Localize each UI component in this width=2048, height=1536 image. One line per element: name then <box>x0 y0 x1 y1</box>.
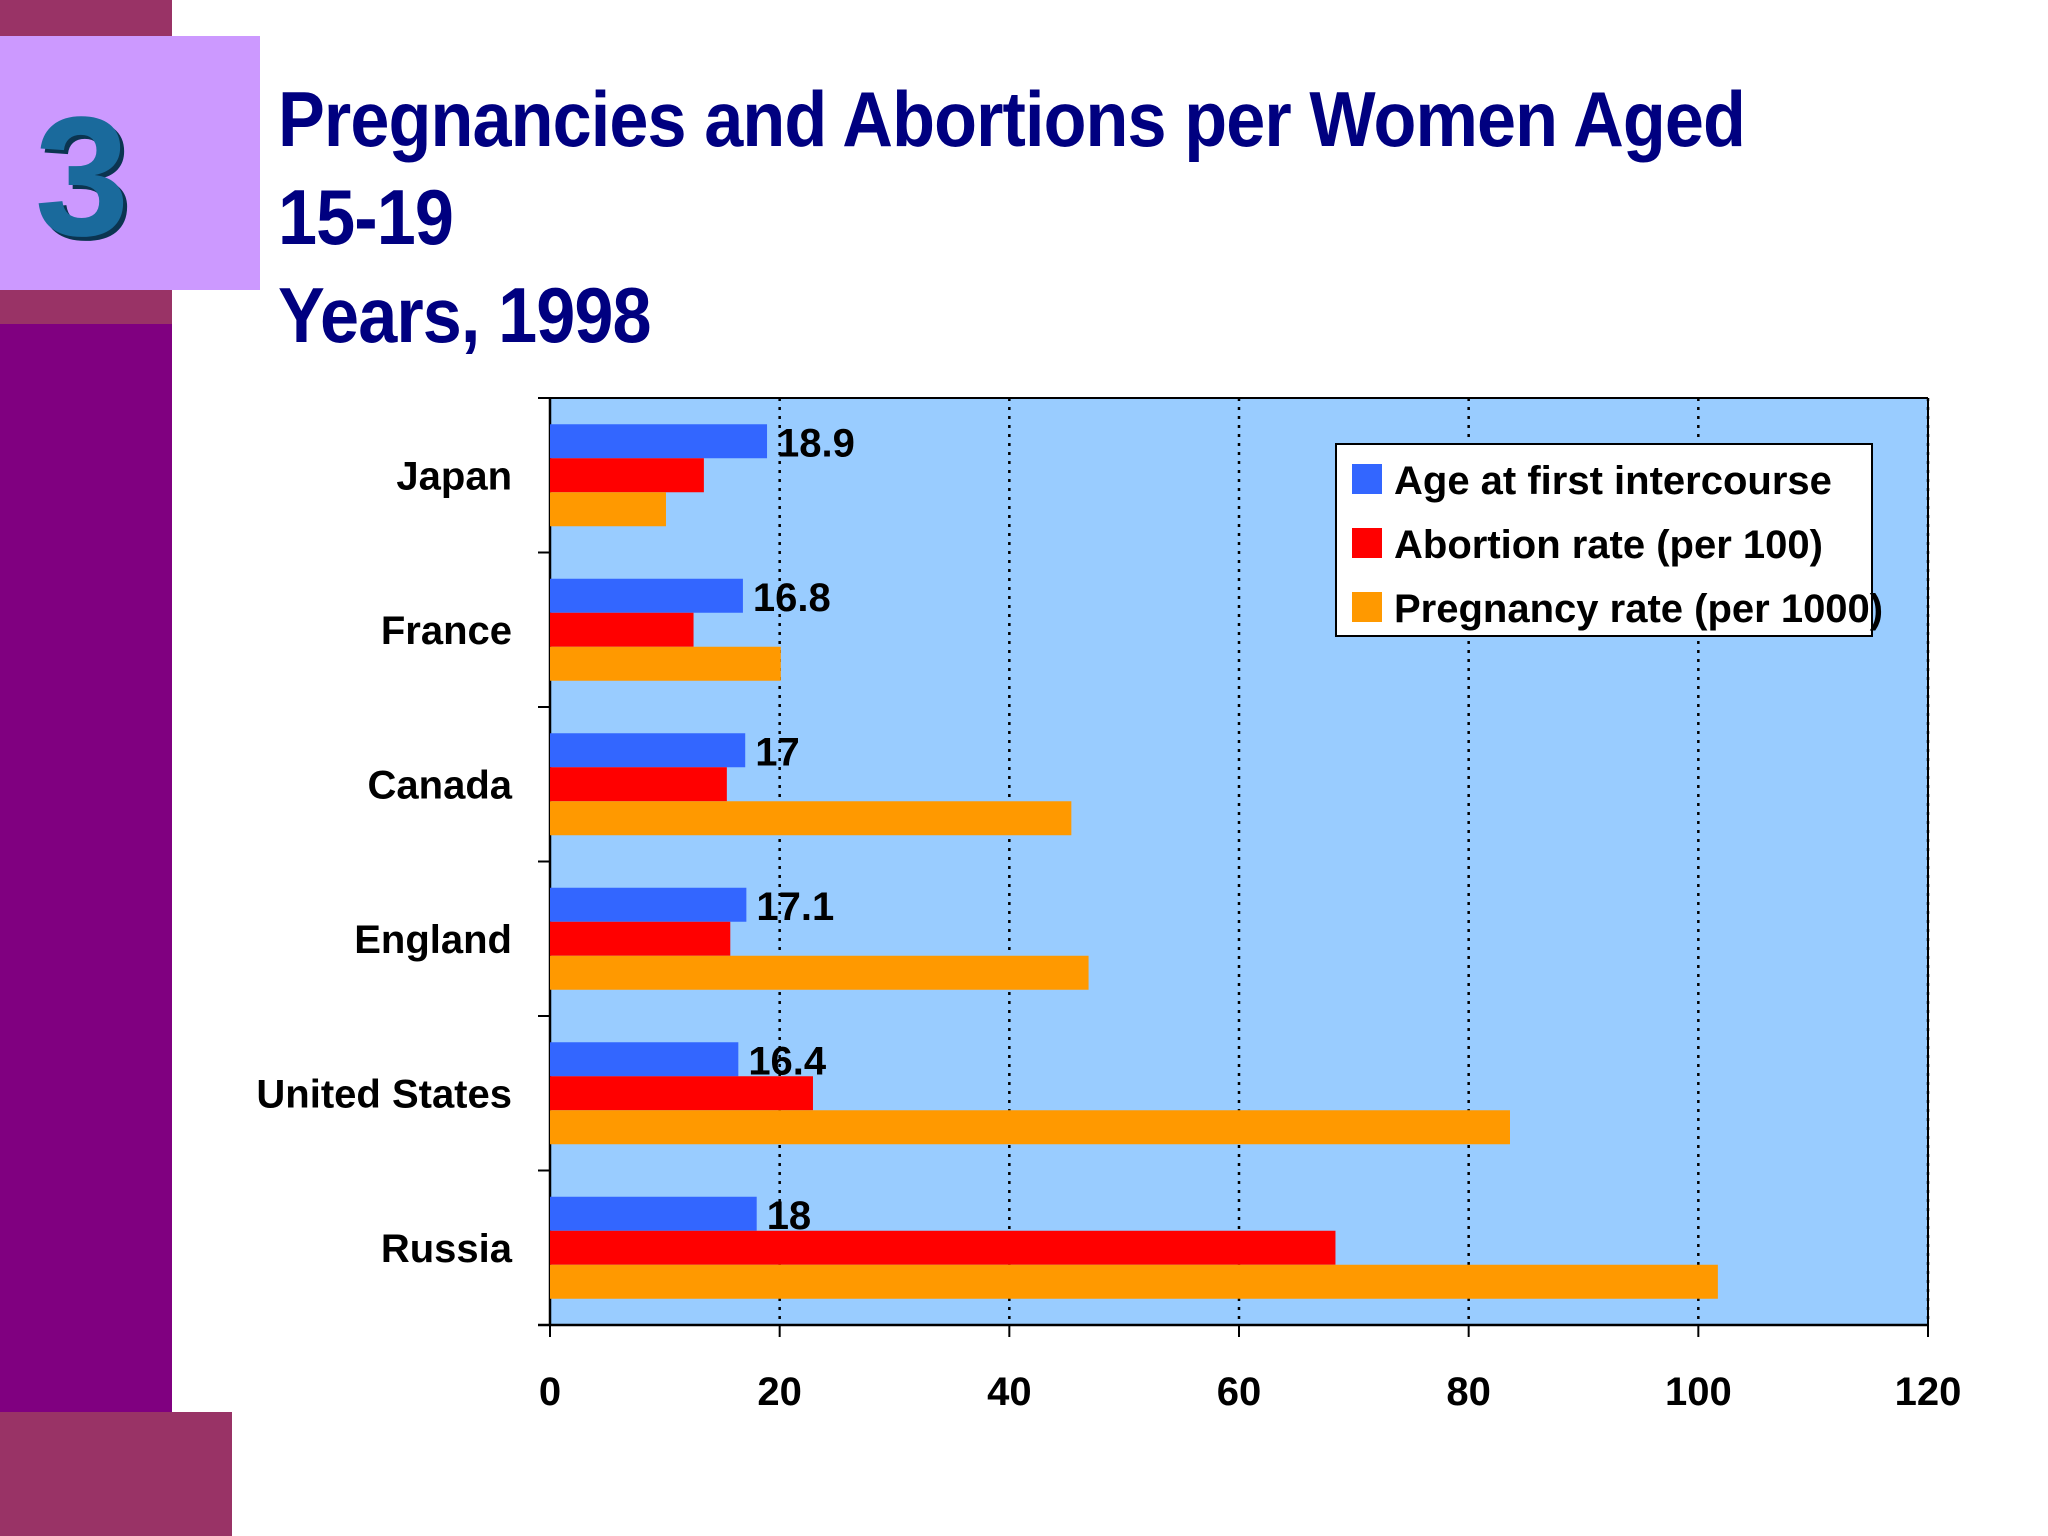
category-label: United States <box>256 1072 512 1116</box>
bar <box>550 1042 739 1077</box>
x-tick-label: 80 <box>1446 1370 1491 1414</box>
bar <box>550 955 1089 990</box>
data-label: 16.4 <box>748 1039 827 1083</box>
data-label: 18.9 <box>777 421 855 465</box>
legend-box <box>1335 443 1873 637</box>
bar <box>550 921 731 956</box>
x-tick-label: 40 <box>987 1370 1032 1414</box>
slide-number-box: 3 <box>0 36 260 290</box>
x-tick-label: 100 <box>1665 1370 1732 1414</box>
bar <box>550 612 694 647</box>
bar <box>550 1110 1511 1145</box>
data-label: 17.1 <box>756 885 834 929</box>
bar <box>550 1076 813 1111</box>
x-tick-label: 60 <box>1217 1370 1262 1414</box>
slide-title-line-2: Years, 1998 <box>278 271 652 359</box>
mid-accent-bar <box>0 290 172 324</box>
bar <box>550 492 666 527</box>
legend-label: Abortion rate (per 100) <box>1394 523 1823 567</box>
top-accent-bar <box>0 0 172 36</box>
x-tick-label: 20 <box>757 1370 802 1414</box>
category-label: Russia <box>381 1227 513 1271</box>
legend-swatch <box>1352 592 1382 622</box>
x-tick-label: 120 <box>1895 1370 1962 1414</box>
bar <box>550 767 727 802</box>
slide-number: 3 <box>34 82 130 272</box>
bottom-corner-block <box>0 1412 232 1536</box>
bar <box>550 887 747 922</box>
bar <box>550 458 704 493</box>
legend-label: Age at first intercourse <box>1394 459 1832 503</box>
category-label: Canada <box>368 763 513 807</box>
bar <box>550 646 781 681</box>
data-label: 18 <box>767 1194 812 1238</box>
x-tick-label: 0 <box>539 1370 561 1414</box>
bar <box>550 578 743 613</box>
bar <box>550 801 1072 836</box>
category-label: England <box>354 918 512 962</box>
slide-title: Pregnancies and Abortions per Women Aged… <box>278 70 1844 364</box>
legend-label: Pregnancy rate (per 1000) <box>1394 587 1883 631</box>
legend-swatch <box>1352 464 1382 494</box>
category-label: Japan <box>396 454 512 498</box>
bar <box>550 733 746 768</box>
slide-title-line-1: Pregnancies and Abortions per Women Aged… <box>278 75 1746 261</box>
data-label: 16.8 <box>753 576 831 620</box>
bar <box>550 1196 757 1231</box>
bar <box>550 1264 1718 1299</box>
bar <box>550 1230 1336 1265</box>
data-label: 17 <box>755 730 800 774</box>
category-label: France <box>381 609 512 653</box>
bar <box>550 424 768 459</box>
legend-swatch <box>1352 528 1382 558</box>
